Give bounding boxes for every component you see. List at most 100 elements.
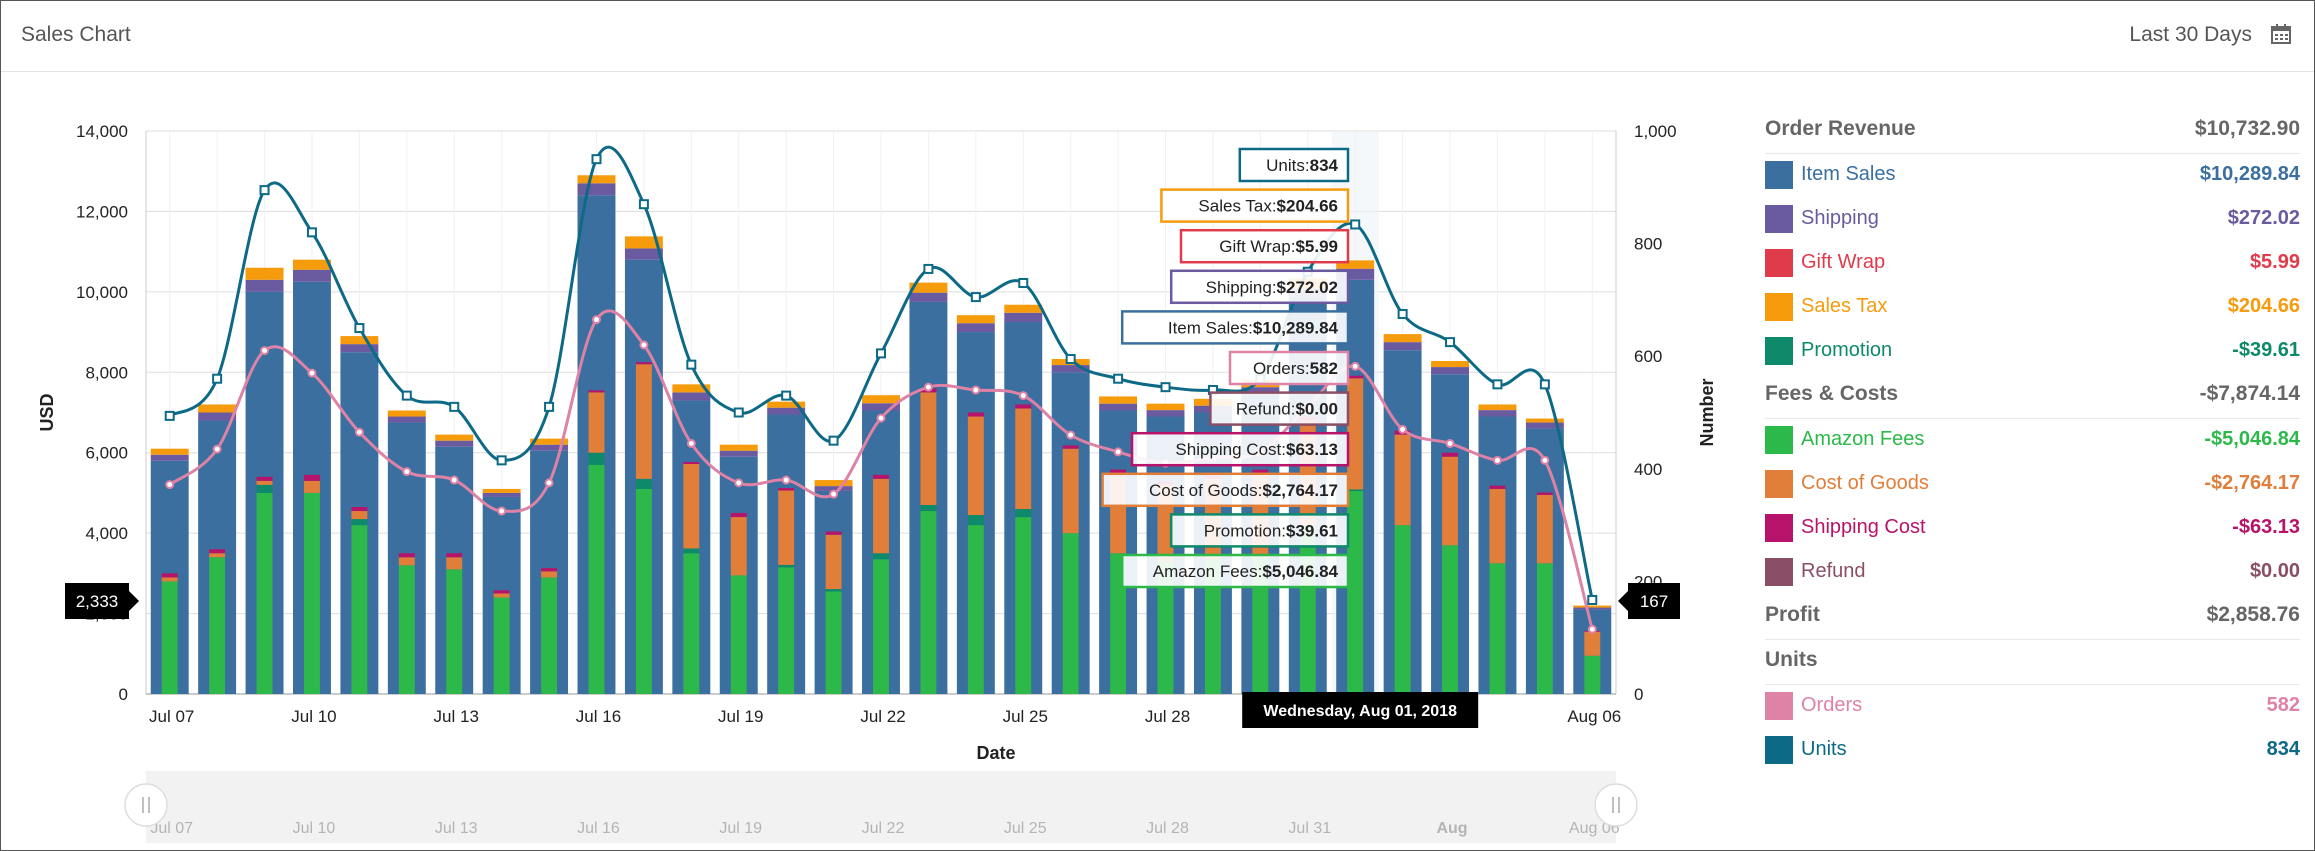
marker-units — [733, 407, 744, 418]
bar-shipping-cost — [304, 474, 320, 481]
bar-cost-of-goods — [873, 478, 889, 554]
legend-item-label: Refund — [1801, 560, 1866, 582]
navigator-handle-knob[interactable] — [1594, 783, 1638, 827]
navigator-handle-knob[interactable] — [124, 783, 168, 827]
bar-sales-tax — [814, 480, 853, 487]
legend-swatch — [1765, 337, 1793, 365]
x-tick-label: Jul 28 — [1145, 707, 1190, 726]
legend-item-label: Promotion — [1801, 339, 1893, 361]
bar-cost-of-goods — [588, 392, 605, 453]
date-range-selector[interactable]: Last 30 Days — [2129, 23, 2252, 46]
bar-cost-of-goods — [493, 593, 510, 598]
bar-cost-of-goods — [161, 577, 178, 582]
legend-group-profit: Profit $2,858.76 — [1765, 595, 2300, 640]
tooltip-value: $5.99 — [1295, 237, 1338, 256]
marker-units — [1160, 382, 1171, 393]
legend-swatch — [1765, 514, 1793, 542]
bar-amazon-fees — [588, 464, 605, 694]
tooltip-text: Shipping Cost:$63.13 — [1175, 440, 1338, 459]
bar-sales-tax — [719, 444, 758, 451]
navigator-label: Jul 19 — [719, 820, 762, 837]
bar-shipping-cost — [825, 531, 842, 535]
marker-orders — [354, 427, 364, 437]
legend-group-label: Fees & Costs — [1765, 382, 1899, 405]
tooltip-cost-of-goods: Cost of Goods:$2,764.17 — [1101, 472, 1350, 508]
crosshair-date-label: Wednesday, Aug 01, 2018 — [1263, 703, 1457, 720]
bar-shipping-cost — [1489, 485, 1506, 489]
bar-amazon-fees — [1062, 533, 1079, 694]
bar-amazon-fees — [967, 525, 984, 694]
y-axis-title-right: Number — [1697, 378, 1717, 446]
legend-item-promotion[interactable]: Promotion -$39.61 — [1765, 330, 2300, 374]
marker-orders — [1587, 624, 1597, 634]
bar-shipping — [862, 403, 900, 411]
legend-item-shipping[interactable]: Shipping $272.02 — [1765, 198, 2300, 242]
marker-orders — [544, 478, 554, 488]
y-tick-label-right: 0 — [1634, 685, 1643, 704]
navigator-label: Aug — [1436, 820, 1467, 837]
navigator-handle-left[interactable] — [124, 783, 168, 827]
bar-promotion — [1015, 509, 1032, 518]
navigator-label: Jul 07 — [150, 820, 193, 837]
bar-amazon-fees — [1536, 563, 1553, 694]
marker-orders — [781, 475, 791, 485]
legend-item-item-sales[interactable]: Item Sales $10,289.84 — [1765, 154, 2300, 198]
bar-amazon-fees — [873, 559, 889, 694]
y-tick-label-left: 4,000 — [85, 524, 128, 543]
legend-item-shipping-cost[interactable]: Shipping Cost -$63.13 — [1765, 507, 2300, 551]
legend-group-fees-costs: Fees & Costs -$7,874.14 — [1765, 374, 2300, 419]
bar-amazon-fees — [1110, 553, 1127, 694]
navigator-handle-right[interactable] — [1594, 783, 1638, 827]
legend-item-cost-of-goods[interactable]: Cost of Goods -$2,764.17 — [1765, 463, 2300, 507]
bar-shipping-cost — [1062, 445, 1079, 449]
bar-promotion — [635, 478, 652, 489]
axis-flag-left-box — [65, 583, 129, 619]
legend-item-gift-wrap[interactable]: Gift Wrap $5.99 — [1765, 242, 2300, 286]
axis-flag-right-box — [1628, 583, 1680, 619]
bar-amazon-fees — [1204, 559, 1221, 694]
bar-shipping — [387, 416, 426, 423]
crosshair-date-box — [1242, 692, 1479, 728]
bar-cost-of-goods — [1347, 378, 1364, 490]
marker-orders — [1398, 424, 1408, 434]
marker-units — [1539, 379, 1550, 390]
calendar-icon[interactable] — [2270, 23, 2292, 45]
legend-item-orders[interactable]: Orders 582 — [1765, 685, 2300, 729]
marker-orders — [971, 385, 981, 395]
bar-promotion — [683, 548, 700, 554]
tooltip-box — [1101, 472, 1350, 508]
bar-amazon-fees — [541, 577, 558, 694]
tooltip-promotion: Promotion:$39.61 — [1169, 513, 1350, 548]
y-tick-label-left: 6,000 — [85, 444, 128, 463]
navigator-label: Jul 28 — [1146, 820, 1189, 837]
tooltip-value: $2,764.17 — [1262, 481, 1338, 500]
bar-shipping-cost — [683, 461, 700, 464]
legend-item-refund[interactable]: Refund $0.00 — [1765, 551, 2300, 595]
tooltip-label: Item Sales: — [1168, 318, 1253, 337]
legend-swatch — [1765, 558, 1793, 586]
bar-sales-tax — [1004, 304, 1043, 313]
axis-flag-right-pointer — [1618, 591, 1628, 611]
legend-item-units[interactable]: Units 834 — [1765, 729, 2300, 773]
bar-shipping — [482, 492, 521, 497]
legend-item-sales-tax[interactable]: Sales Tax $204.66 — [1765, 286, 2300, 330]
bar-sales-tax — [530, 438, 569, 445]
bar-shipping — [198, 412, 237, 421]
bar-cost-of-goods — [446, 557, 463, 570]
x-axis-title: Date — [976, 743, 1015, 763]
bar-promotion — [256, 484, 273, 493]
legend-item-label: Item Sales — [1801, 163, 1896, 185]
bar-amazon-fees — [920, 511, 937, 694]
legend-item-label: Amazon Fees — [1801, 428, 1925, 450]
bar-amazon-fees — [1299, 525, 1316, 694]
tooltip-label: Orders: — [1253, 359, 1310, 378]
bar-shipping — [293, 269, 331, 282]
axis-flag-left-pointer — [129, 591, 139, 611]
legend-item-amazon-fees[interactable]: Amazon Fees -$5,046.84 — [1765, 419, 2300, 463]
bar-shipping-cost — [256, 476, 273, 481]
panel-header: Sales Chart Last 30 Days — [1, 1, 2314, 72]
bar-cost-of-goods — [778, 490, 795, 565]
sales-chart[interactable]: 02,0004,0006,0008,00010,00012,00014,0000… — [1, 71, 1741, 850]
bar-shipping-cost — [541, 568, 558, 572]
tooltip-gift-wrap: Gift Wrap:$5.99 — [1179, 228, 1350, 264]
